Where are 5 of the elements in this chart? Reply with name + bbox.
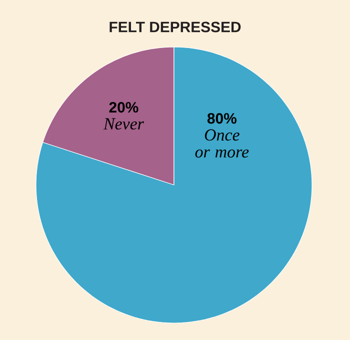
slice-label: Never	[103, 118, 144, 130]
data-label: 80%	[207, 113, 236, 124]
slice-label: Once or more	[195, 129, 249, 158]
data-label: 20%	[109, 102, 138, 113]
chart-title: FELT DEPRESSED	[110, 22, 241, 32]
